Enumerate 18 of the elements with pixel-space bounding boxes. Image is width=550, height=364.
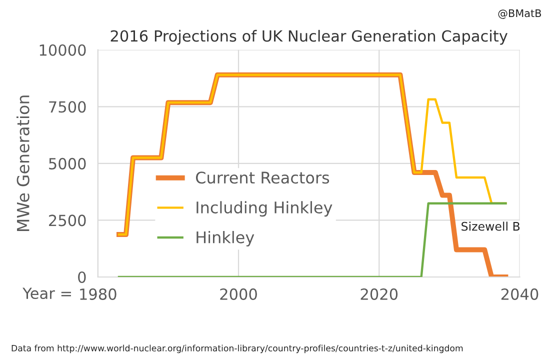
x-tick-label: 1980 <box>80 288 116 300</box>
y-axis-title: MWe Generation <box>16 96 30 232</box>
chart-title: 2016 Projections of UK Nuclear Generation Capacity <box>110 30 508 45</box>
legend-label: Including Hinkley <box>196 201 332 217</box>
legend-label: Current Reactors <box>196 172 330 184</box>
text: @BMatB <box>498 9 542 19</box>
x-tick-label: 2020 <box>360 288 398 300</box>
y-tick-label: 5000 <box>49 158 86 170</box>
x-axis-title: Year = <box>22 288 71 300</box>
y-tick-label: 7500 <box>49 101 86 113</box>
y-tick-label: 0 <box>78 271 86 284</box>
y-tick-label: 2500 <box>49 214 86 226</box>
x-tick-label: 2040 <box>501 288 538 300</box>
text: Data from http://www.world-nuclear.org/information-library/country-profiles/countries-t-z/united-kingdom <box>12 344 463 354</box>
y-tick-label: 10000 <box>40 44 86 56</box>
x-tick-label: 2000 <box>220 288 257 300</box>
legend-label: Hinkley <box>196 230 254 246</box>
annotation: Sizewell B <box>462 222 520 231</box>
